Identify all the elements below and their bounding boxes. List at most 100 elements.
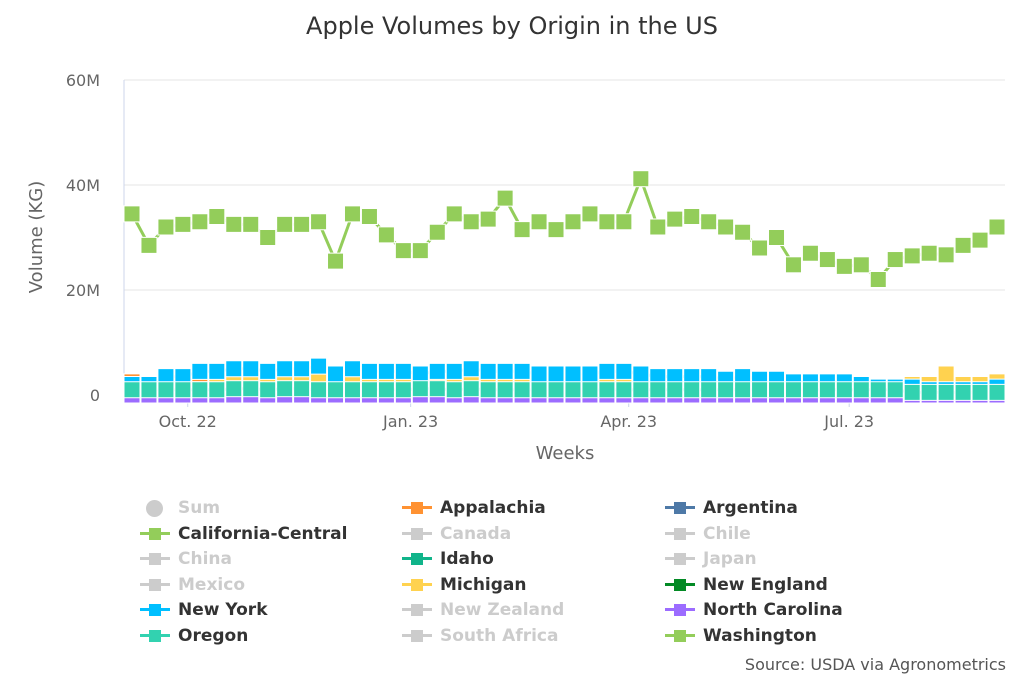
data-point-washington [513,221,531,239]
data-point-oregon [615,381,633,399]
legend-item-california-central[interactable]: California-Central [140,523,347,545]
square-marker-icon [665,548,695,570]
data-point-oregon [734,381,752,399]
legend-label: Canada [440,524,512,544]
legend-item-oregon[interactable]: Oregon [140,625,248,647]
data-point-oregon [801,381,819,399]
square-marker-icon [665,497,695,519]
data-point-oregon [242,380,260,398]
square-marker-icon [665,625,695,647]
data-point-washington [191,213,209,231]
legend-item-south-africa[interactable]: South Africa [402,625,559,647]
data-point-washington [886,251,904,269]
data-point-oregon [903,383,921,401]
data-point-new-york [598,362,616,380]
legend-item-mexico[interactable]: Mexico [140,574,245,596]
square-marker-icon [665,523,695,545]
legend-item-new-zealand[interactable]: New Zealand [402,599,564,621]
legend-item-canada[interactable]: Canada [402,523,511,545]
data-point-washington [937,246,955,264]
data-point-new-york [479,362,497,380]
data-point-oregon [581,381,599,399]
legend-label: Oregon [178,626,249,646]
legend-label: Michigan [440,575,527,595]
legend-item-new-england[interactable]: New England [665,574,828,596]
legend-label: China [178,549,232,569]
data-point-new-york [191,362,209,380]
data-point-new-york [394,362,412,380]
square-marker-icon [402,548,432,570]
data-point-washington [835,257,853,275]
data-point-washington [818,251,836,269]
source-credit: Source: USDA via Agronometrics [744,655,1006,674]
data-point-oregon [259,381,277,399]
data-point-washington [208,208,226,225]
data-point-washington [852,256,870,274]
data-point-new-york [208,362,226,380]
data-point-oregon [768,381,786,399]
data-point-oregon [784,381,802,399]
y-tick-label: 20M [66,281,100,300]
data-point-washington [649,218,667,236]
data-point-oregon [462,380,480,398]
data-point-oregon [971,383,989,401]
data-point-washington [157,218,175,236]
data-point-washington [734,223,752,241]
data-point-new-york [462,360,480,378]
data-point-new-york [276,360,294,378]
data-point-oregon [411,380,429,398]
data-point-new-york [513,362,531,380]
data-point-oregon [683,381,701,399]
data-point-washington [377,226,395,244]
data-point-new-york [530,365,548,383]
legend-item-chile[interactable]: Chile [665,523,751,545]
data-point-oregon [869,381,887,399]
legend-item-idaho[interactable]: Idaho [402,548,494,570]
data-point-washington [954,236,972,254]
data-point-washington [717,218,735,236]
legend-item-china[interactable]: China [140,548,232,570]
data-point-oregon [123,381,141,399]
data-point-oregon [174,381,192,399]
square-marker-icon [665,574,695,596]
legend-item-washington[interactable]: Washington [665,625,817,647]
x-tick-label: Jul. 23 [823,412,874,431]
legend-item-new-york[interactable]: New York [140,599,268,621]
y-tick-label: 60M [66,71,100,90]
data-point-oregon [751,381,769,399]
data-point-washington [479,210,497,228]
legend-label: New York [178,600,268,620]
y-tick-label: 40M [66,176,100,195]
data-point-oregon [920,383,938,401]
data-point-oregon [140,381,158,399]
data-point-oregon [360,381,378,399]
legend-item-michigan[interactable]: Michigan [402,574,527,596]
data-point-washington [530,213,548,231]
data-point-washington [564,213,582,231]
data-point-oregon [496,381,514,399]
data-point-oregon [835,381,853,399]
legend-item-japan[interactable]: Japan [665,548,757,570]
data-point-washington [293,215,311,233]
data-point-washington [360,208,378,225]
data-point-washington [903,247,921,265]
legend-item-appalachia[interactable]: Appalachia [402,497,546,519]
data-point-new-york [564,365,582,383]
data-point-oregon [564,381,582,399]
data-point-oregon [276,380,294,398]
legend-label: South Africa [440,626,559,646]
data-point-oregon [937,383,955,401]
legend-label: Japan [703,549,757,569]
data-point-oregon [852,381,870,399]
legend-item-sum[interactable]: Sum [140,497,220,519]
legend-item-north-carolina[interactable]: North Carolina [665,599,843,621]
data-point-new-york [259,362,277,380]
data-point-oregon [598,381,616,399]
data-point-oregon [954,383,972,401]
data-point-oregon [988,383,1006,401]
data-point-washington [988,218,1006,236]
data-point-oregon [479,381,497,399]
legend-item-argentina[interactable]: Argentina [665,497,798,519]
